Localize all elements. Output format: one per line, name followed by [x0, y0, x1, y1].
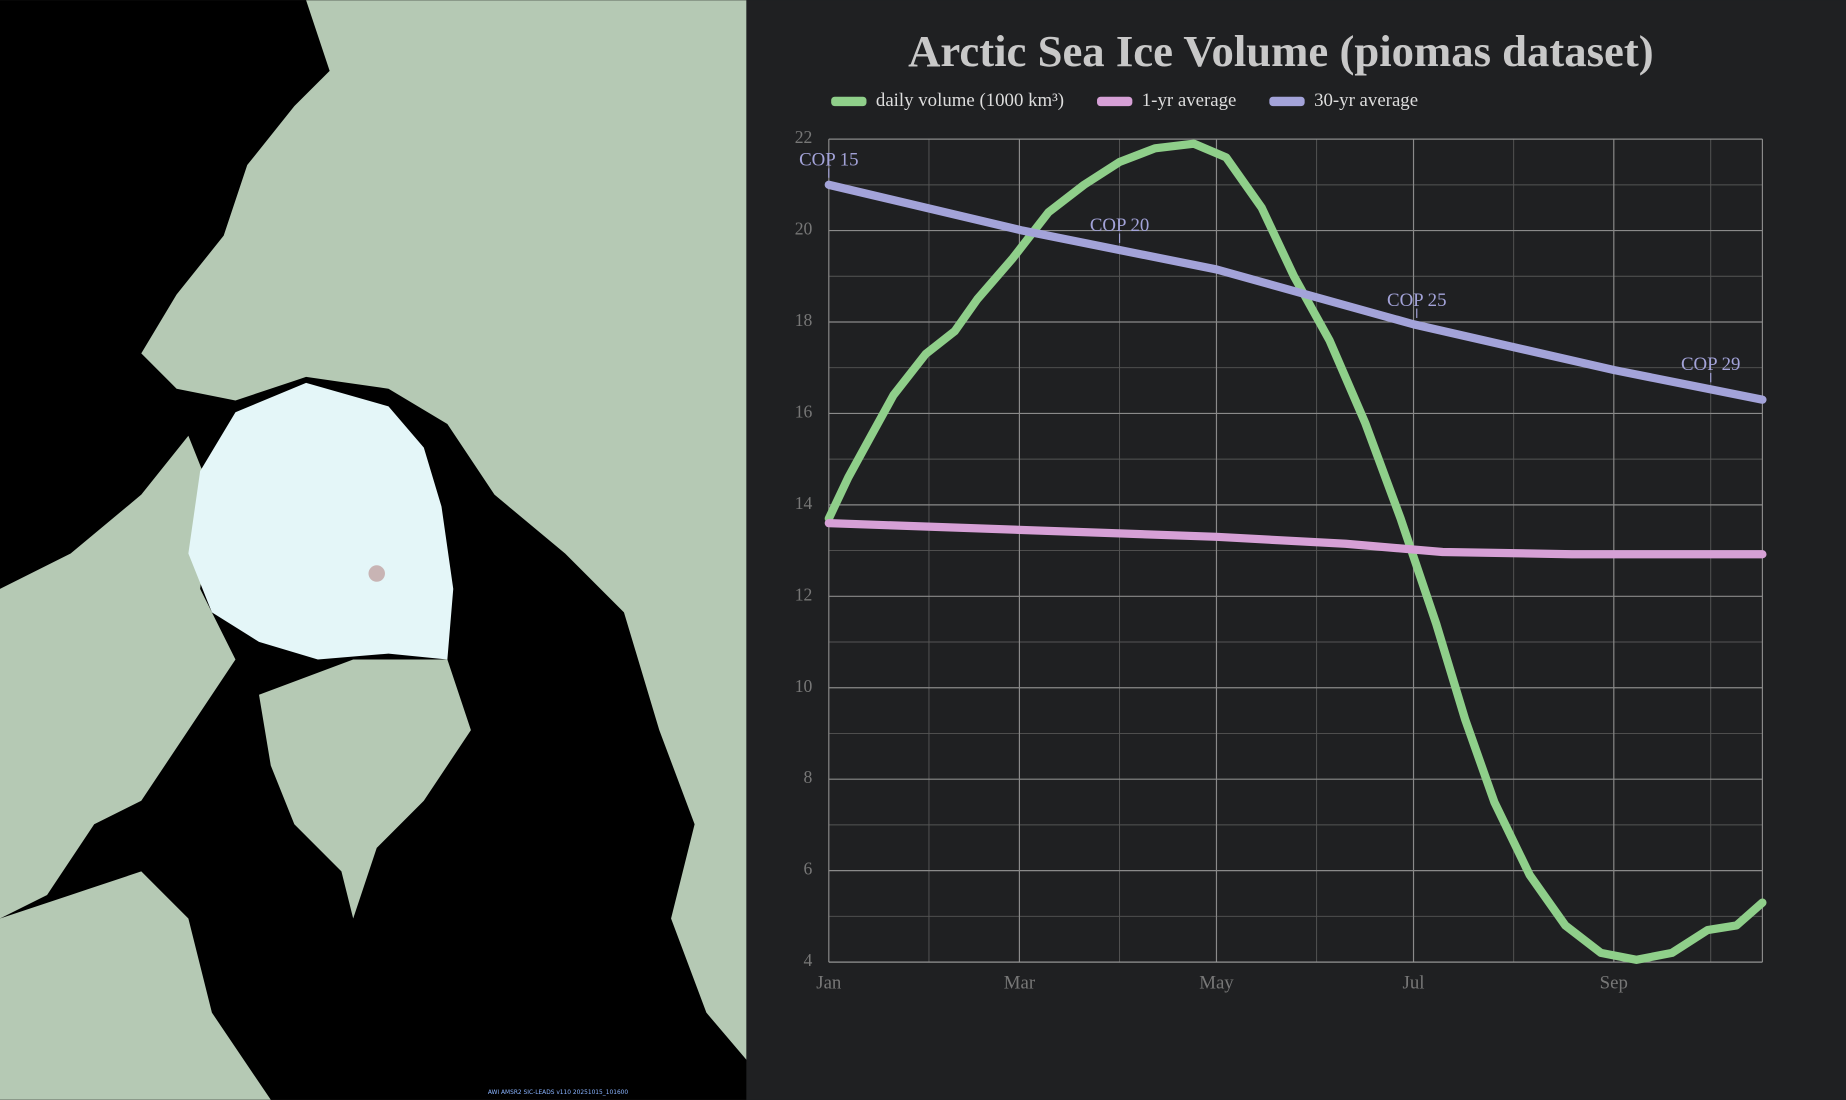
- pole-hole: [368, 565, 385, 582]
- y-tick-label: 6: [804, 859, 813, 879]
- map-caption: AWI AMSR2 SIC-LEADS v110 20251015_101600: [488, 1090, 629, 1096]
- x-tick-label: Sep: [1600, 973, 1628, 994]
- annotation: COP 20: [1090, 215, 1149, 236]
- land-greenland: [259, 659, 471, 919]
- x-tick-label: May: [1199, 973, 1234, 994]
- y-tick-label: 10: [795, 676, 813, 696]
- y-tick-label: 14: [795, 493, 813, 513]
- y-tick-label: 16: [795, 401, 813, 421]
- annotation: COP 25: [1387, 290, 1446, 311]
- land-eurasia: [141, 0, 747, 1060]
- legend-label: 30-yr average: [1314, 90, 1418, 111]
- legend: daily volume (1000 km³) 1-yr average 30-yr…: [831, 90, 1418, 111]
- series-line: [824, 180, 1767, 404]
- y-tick-label: 22: [795, 127, 813, 147]
- annotation: COP 15: [799, 150, 858, 171]
- annotation: COP 29: [1681, 354, 1740, 375]
- chart-panel: [746, 0, 1846, 1100]
- legend-swatch: [1269, 96, 1305, 107]
- legend-label: 1-yr average: [1142, 90, 1237, 111]
- x-tick-label: Jan: [816, 973, 842, 994]
- y-tick-label: 4: [804, 950, 813, 970]
- legend-swatch: [831, 96, 867, 107]
- land-canada: [0, 435, 236, 919]
- land-south: [0, 871, 271, 1100]
- series-line: [824, 519, 1767, 559]
- series-line: [824, 139, 1767, 964]
- y-tick-label: 12: [795, 584, 813, 604]
- x-tick-label: Mar: [1004, 973, 1036, 994]
- x-tick-label: Jul: [1403, 973, 1425, 994]
- legend-swatch: [1097, 96, 1133, 107]
- map-panel: AWI AMSR2 SIC-LEADS v110 20251015_101600: [0, 0, 747, 1100]
- y-tick-label: 8: [804, 767, 813, 787]
- y-tick-label: 18: [795, 310, 813, 330]
- chart-title: Arctic Sea Ice Volume (piomas dataset): [908, 26, 1654, 76]
- legend-label: daily volume (1000 km³): [876, 90, 1064, 111]
- sea-ice: [188, 382, 454, 660]
- y-tick-label: 20: [795, 219, 813, 239]
